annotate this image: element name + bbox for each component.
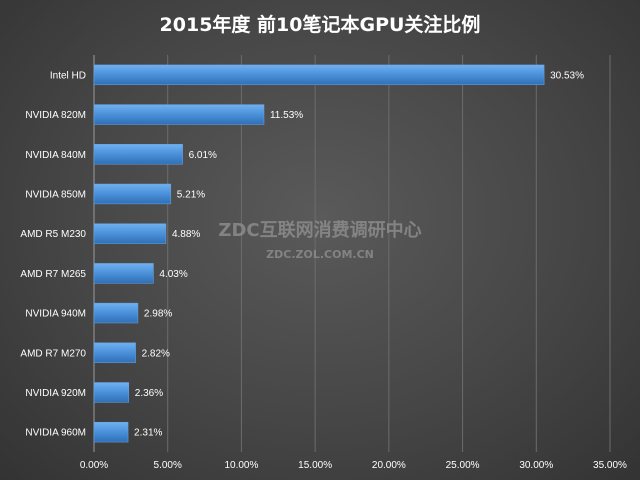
data-label: 6.01% — [189, 150, 217, 161]
data-label: 2.98% — [144, 309, 172, 320]
watermark-title: ZDC互联网消费调研中心 — [218, 219, 421, 241]
bar — [93, 144, 183, 165]
bar — [93, 64, 545, 86]
data-label: 2.31% — [134, 428, 162, 439]
category-label: AMD R5 M230 — [20, 229, 86, 240]
bar — [93, 223, 167, 244]
x-tick-label: 35.00% — [593, 460, 627, 471]
bar — [93, 263, 154, 284]
category-label: AMD R7 M270 — [20, 348, 86, 359]
category-label: NVIDIA 850M — [25, 189, 86, 200]
data-label: 11.53% — [270, 110, 303, 121]
bar — [93, 382, 130, 403]
bar — [93, 342, 136, 363]
category-label: NVIDIA 920M — [25, 388, 86, 399]
data-labels: 30.53% 11.53% 6.01% 5.21% 4.88% 4.03% 2.98% 2.8… — [134, 70, 584, 438]
category-label: NVIDIA 840M — [25, 150, 86, 161]
watermark-url: ZDC.ZOL.COM.CN — [266, 248, 374, 261]
bar — [93, 183, 172, 205]
category-labels: Intel HD NVIDIA 820M NVIDIA 840M NVIDIA 850… — [20, 70, 86, 438]
data-label: 2.36% — [135, 388, 163, 399]
x-tick-label: 25.00% — [446, 460, 480, 471]
bar — [93, 104, 265, 125]
category-label: NVIDIA 960M — [25, 428, 86, 439]
category-label: AMD R7 M265 — [20, 269, 86, 280]
bars — [93, 64, 545, 443]
chart-title: 2015年度 前10笔记本GPU关注比例 — [160, 13, 481, 36]
x-tick-label: 0.00% — [80, 460, 108, 471]
bar — [93, 421, 129, 443]
data-label: 4.88% — [172, 229, 200, 240]
category-label: NVIDIA 940M — [25, 309, 86, 320]
x-tick-label: 20.00% — [372, 460, 406, 471]
category-label: Intel HD — [50, 70, 86, 81]
category-label: NVIDIA 820M — [25, 110, 86, 121]
data-label: 5.21% — [177, 189, 205, 200]
x-tick-label: 10.00% — [224, 460, 258, 471]
bar — [93, 302, 139, 324]
data-label: 30.53% — [550, 70, 584, 81]
x-tick-label: 30.00% — [519, 460, 553, 471]
x-tick-label: 15.00% — [298, 460, 332, 471]
data-label: 4.03% — [159, 269, 187, 280]
x-axis-ticks: 0.00% 5.00% 10.00% 15.00% 20.00% 25.00% 30.00%… — [80, 460, 627, 471]
x-tick-label: 5.00% — [154, 460, 182, 471]
data-label: 2.82% — [142, 348, 170, 359]
